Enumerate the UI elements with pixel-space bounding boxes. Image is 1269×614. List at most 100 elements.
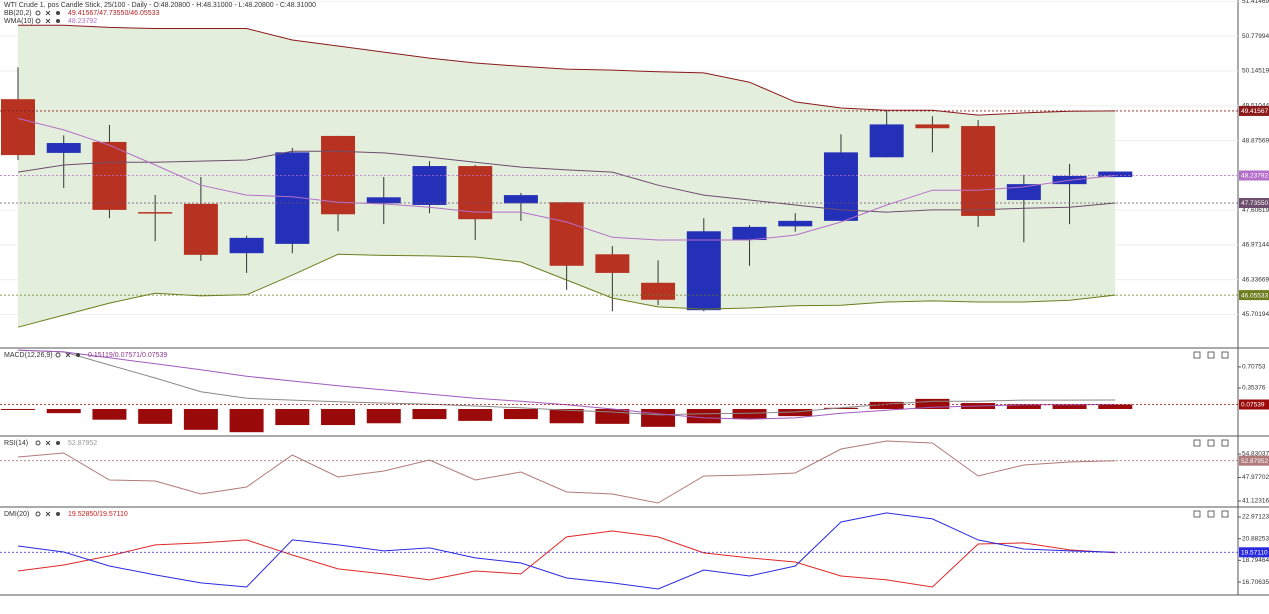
candle-body [641,282,676,300]
last-value-label: 0.07539 [1241,402,1265,409]
indicator-name: DMI(20) [4,511,29,518]
remove-icon[interactable] [45,10,51,16]
last-value-label: 49.41567 [1241,108,1268,115]
histogram-bar [183,408,218,430]
indicator-line [17,349,1116,420]
candle-body [915,124,950,129]
visibility-icon[interactable] [35,10,41,16]
close-icon[interactable] [1221,439,1229,447]
histogram-bar [549,408,584,424]
visibility-icon[interactable] [35,18,41,24]
candle-body [732,226,767,241]
indicator-line [17,150,1116,213]
y-tick-label: 0.70753 [1242,364,1266,371]
histogram-bar [458,408,493,421]
y-tick-label: 51.41469 [1242,0,1269,5]
histogram-bar [412,408,447,420]
remove-icon[interactable] [65,352,71,358]
candle-body [869,124,904,158]
last-value-badge [1239,455,1269,466]
histogram-bar [1,408,35,410]
candle-body [549,202,584,266]
remove-icon[interactable] [45,18,51,24]
indicator-values: 48.23792 [68,18,97,25]
y-tick-label: 48.87569 [1242,137,1269,144]
maximize-icon[interactable] [1207,510,1215,518]
y-tick-label: 47.60619 [1242,207,1269,214]
last-value-label: 48.23792 [1241,173,1268,180]
histogram-bar [1098,404,1133,409]
last-value-label: 46.05533 [1241,292,1268,299]
last-value-badge [1239,399,1269,410]
candle-body [1006,184,1041,201]
indicator-line [17,349,1116,416]
candle-body [1,99,35,156]
settings-icon[interactable] [56,441,60,445]
indicator-line [17,440,1116,504]
candle-body [138,212,173,214]
maximize-icon[interactable] [1207,351,1215,359]
indicator-line [17,512,1116,590]
settings-icon[interactable] [56,512,60,516]
histogram-bar [321,408,356,426]
remove-icon[interactable] [45,511,51,517]
histogram-bar [366,408,401,424]
indicator-values: 0.15119/0.07571/0.07539 [88,352,167,359]
histogram-bar [503,408,538,420]
candle-body [778,220,813,227]
last-value-label: 19.57110 [1241,550,1268,557]
candle-body [183,203,218,255]
candle-body [458,166,493,220]
y-tick-label: 46.33669 [1242,276,1269,283]
last-value-badge [1239,547,1269,558]
settings-icon[interactable] [56,19,60,23]
indicator-name: BB(20,2) [4,10,32,17]
last-value-badge [1239,105,1269,116]
y-tick-label: 54.83037 [1242,451,1269,458]
histogram-bar [823,407,858,409]
last-value-badge [1239,290,1269,301]
visibility-icon[interactable] [55,352,61,358]
y-tick-label: 0.35376 [1242,385,1266,392]
histogram-bar [275,408,310,426]
indicator-values: 19.52850/19.57110 [68,511,128,518]
settings-icon[interactable] [56,11,60,15]
move-icon[interactable] [1193,439,1201,447]
indicator-name: WMA(10) [4,18,34,25]
indicator-line [18,24,1116,116]
candle-body [412,166,447,205]
histogram-bar [1006,404,1041,409]
visibility-icon[interactable] [35,511,41,517]
indicator-line [17,117,1116,241]
y-tick-label: 20.88253 [1242,535,1269,542]
indicator-name: RSI(14) [4,440,28,447]
close-icon[interactable] [1221,510,1229,518]
maximize-icon[interactable] [1207,439,1215,447]
histogram-bar [641,408,676,427]
settings-icon[interactable] [76,353,80,357]
remove-icon[interactable] [45,440,51,446]
indicator-line [17,530,1116,588]
indicator-line [17,253,1116,328]
close-icon[interactable] [1221,351,1229,359]
candle-body [92,141,127,210]
y-tick-label: 47.97702 [1242,474,1269,481]
histogram-bar [915,398,950,409]
y-tick-label: 16.70635 [1242,579,1269,586]
y-tick-label: 22.97123 [1242,514,1269,521]
histogram-bar [229,408,264,433]
y-tick-label: 46.97144 [1242,242,1269,249]
histogram-bar [686,408,721,424]
visibility-icon[interactable] [35,440,41,446]
chart-title: WTI Crude 1. pos Candle Stick, 25/100 - … [4,2,316,9]
move-icon[interactable] [1193,351,1201,359]
move-icon[interactable] [1193,510,1201,518]
candle-body [961,126,996,216]
candle-body [503,195,538,204]
indicator-values: 52.87952 [68,440,97,447]
histogram-bar [46,408,81,414]
y-tick-label: 45.70194 [1242,311,1269,318]
candle-body [229,237,264,254]
candle-body [46,143,81,153]
